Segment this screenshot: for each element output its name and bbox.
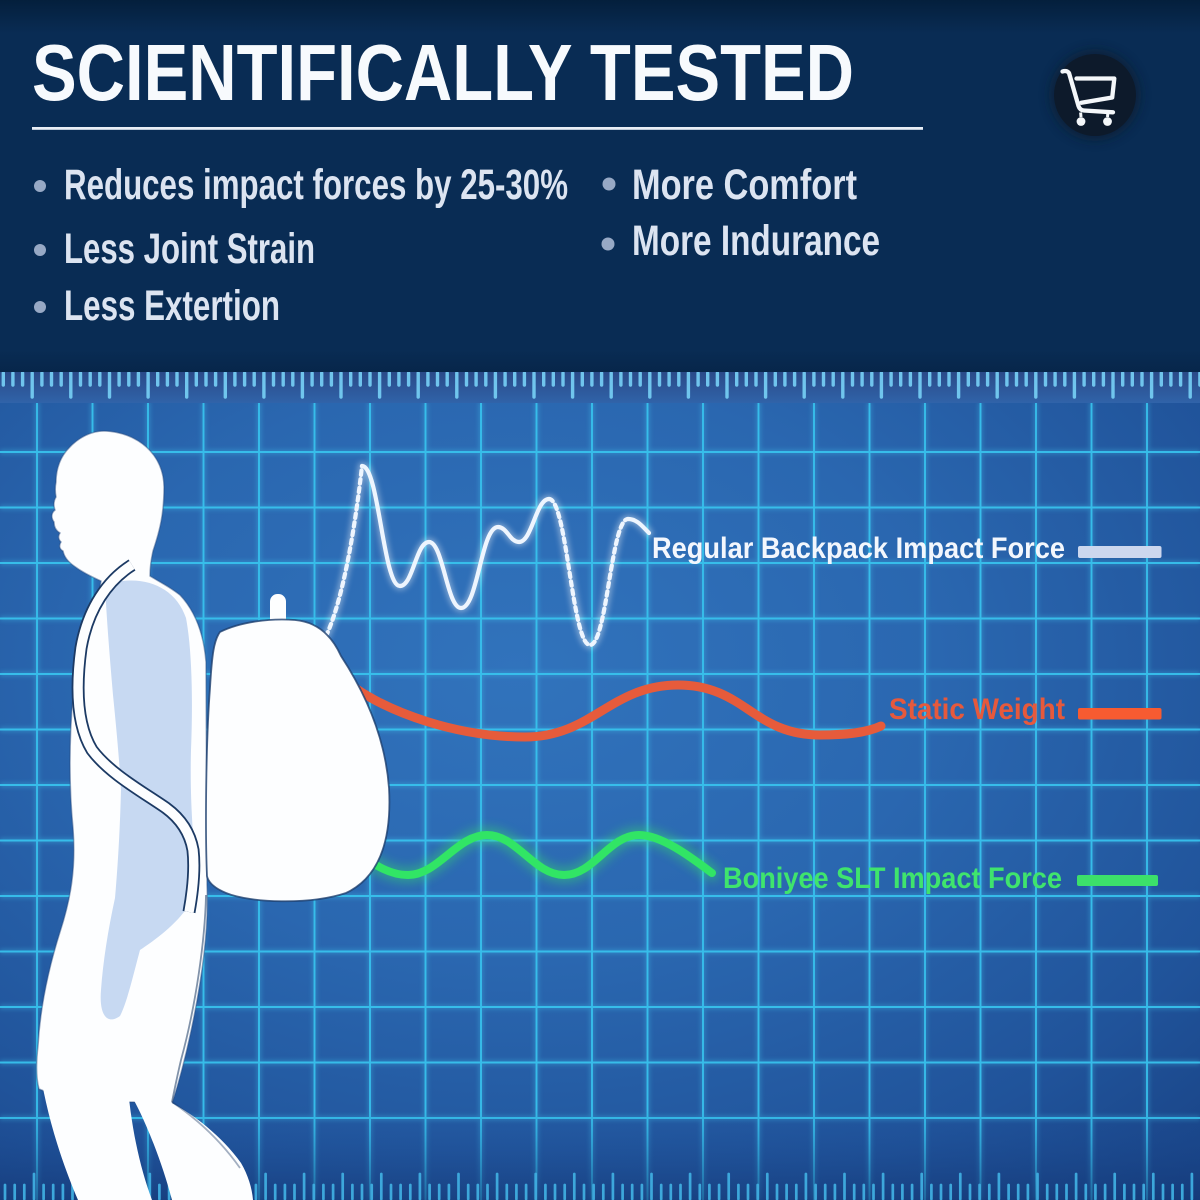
svg-text:Less Joint Strain: Less Joint Strain <box>64 225 315 273</box>
svg-text:Static Weight: Static Weight <box>889 693 1065 726</box>
svg-text:More Indurance: More Indurance <box>632 217 880 265</box>
svg-text:More Comfort: More Comfort <box>632 161 857 209</box>
svg-text:Boniyee SLT Impact Force: Boniyee SLT Impact Force <box>723 862 1062 895</box>
svg-text:Regular Backpack Impact Force: Regular Backpack Impact Force <box>652 532 1065 565</box>
svg-text:Reduces impact forces by 25-30: Reduces impact forces by 25-30% <box>64 161 568 209</box>
svg-text:Less Extertion: Less Extertion <box>64 282 280 330</box>
svg-text:SCIENTIFICALLY TESTED: SCIENTIFICALLY TESTED <box>32 28 854 117</box>
